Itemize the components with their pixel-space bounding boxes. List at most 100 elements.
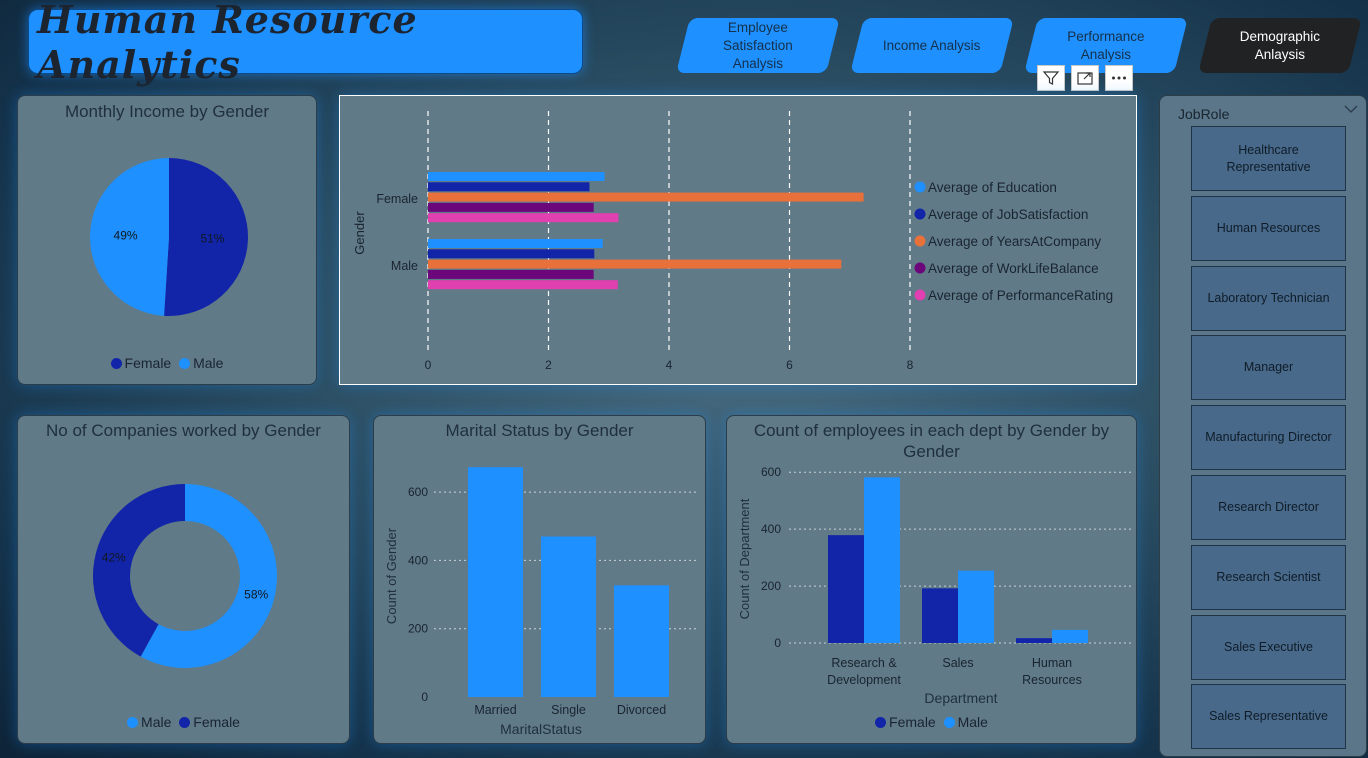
slicer-item-healthcare-representative[interactable]: Healthcare Representative: [1191, 126, 1346, 191]
bar-divorced[interactable]: [614, 585, 669, 697]
bar-male-average-of-education[interactable]: [428, 239, 603, 248]
pie-data-label: 51%: [200, 231, 224, 245]
legend-female: Female: [110, 355, 171, 371]
x-tick-label: Divorced: [617, 703, 666, 717]
bar-sales-male[interactable]: [958, 570, 994, 643]
chevron-down-icon[interactable]: [1344, 104, 1358, 114]
y-tick-label: Male: [391, 259, 418, 273]
bar-research-development-female[interactable]: [828, 535, 864, 643]
slicer-item-manager[interactable]: Manager: [1191, 335, 1346, 401]
income-pie-title: Monthly Income by Gender: [64, 102, 270, 121]
nav-label: Demographic Anlaysis: [1239, 28, 1321, 62]
legend-label: Average of WorkLifeBalance: [928, 261, 1099, 276]
bar-female-average-of-performancerating[interactable]: [428, 213, 619, 223]
y-tick-label: 400: [761, 522, 781, 536]
bar-human-resources-male[interactable]: [1052, 629, 1088, 643]
legend-female: Female: [875, 714, 936, 730]
dept-bar-title: Count of employees in each dept by Gende…: [753, 421, 1110, 461]
legend-male: Male: [127, 714, 171, 730]
bar-female-average-of-education[interactable]: [428, 172, 605, 181]
legend-label: Average of Education: [928, 180, 1057, 195]
visual-toolbar: [1037, 65, 1133, 91]
slicer-item-research-director[interactable]: Research Director: [1191, 475, 1346, 540]
bar-male-average-of-jobsatisfaction[interactable]: [428, 249, 595, 259]
slicer-item-human-resources[interactable]: Human Resources: [1191, 195, 1346, 261]
nav-label: Income Analysis: [883, 37, 981, 53]
slicer-item-sales-executive[interactable]: Sales Executive: [1191, 614, 1346, 680]
slicer-item-research-scientist[interactable]: Research Scientist: [1191, 544, 1346, 610]
legend-marker: [914, 289, 926, 301]
donut-data-label: 42%: [102, 551, 126, 565]
companies-donut-panel: No of Companies worked by Gender 58% 42% …: [17, 415, 350, 744]
nav-label: Performance Analysis: [1067, 28, 1145, 62]
income-pie-legend: Female Male: [18, 355, 316, 371]
companies-donut-chart: 58% 42%: [93, 484, 277, 668]
more-options-icon[interactable]: [1105, 65, 1133, 91]
legend-male: Male: [179, 355, 223, 371]
legend-male: Male: [943, 714, 988, 730]
income-pie-chart: 51% 49%: [89, 158, 248, 316]
pie-slice-female[interactable]: [164, 158, 248, 316]
focus-mode-icon[interactable]: [1071, 65, 1099, 91]
report-title: Human Resource Analytics: [37, 0, 418, 87]
x-tick-label: Sales: [942, 656, 973, 670]
bar-research-development-male[interactable]: [864, 477, 900, 643]
bar-human-resources-female[interactable]: [1016, 638, 1052, 643]
x-tick-label: Married: [474, 703, 516, 717]
nav-income-analysis-button[interactable]: Income Analysis: [850, 18, 1014, 73]
marital-bar-chart: 0 200 400 600 Married Single Divorced MaritalSt…: [384, 467, 699, 737]
slicer-item-laboratory-technician[interactable]: Laboratory Technician: [1191, 265, 1346, 331]
y-axis-title: Count of Department: [737, 498, 752, 619]
bar-single[interactable]: [541, 536, 596, 697]
x-axis-title: Department: [924, 690, 997, 706]
dept-bar-legend: Female Male: [727, 714, 1136, 730]
y-tick-label: 200: [761, 579, 781, 593]
y-tick-label: 200: [408, 622, 428, 636]
report-title-box: Human Resource Analytics: [28, 0, 583, 87]
pie-data-label: 49%: [114, 229, 138, 243]
slicer-item-sales-representative[interactable]: Sales Representative: [1191, 684, 1346, 750]
legend-marker: [914, 235, 926, 247]
averages-bar-chart: 0 2 4 6 8 Gender Female Male Average of Educatio…: [352, 111, 1113, 372]
donut-slice-male[interactable]: [140, 484, 277, 668]
x-tick-label: Research &: [831, 656, 897, 670]
dept-bar-panel: Count of employees in each dept by Gende…: [726, 415, 1137, 744]
jobrole-slicer: JobRole Healthcare Representative Human R…: [1159, 95, 1367, 757]
income-pie-panel: Monthly Income by Gender 51% 49% Female M…: [17, 95, 317, 385]
bar-male-average-of-yearsatcompany[interactable]: [428, 259, 842, 269]
bar-male-average-of-performancerating[interactable]: [428, 280, 618, 290]
bar-female-average-of-jobsatisfaction[interactable]: [428, 182, 590, 192]
legend-marker: [914, 262, 926, 274]
filter-icon[interactable]: [1037, 65, 1065, 91]
bar-female-average-of-worklifebalance[interactable]: [428, 202, 594, 212]
bar-male-average-of-worklifebalance[interactable]: [428, 269, 594, 279]
y-tick-label: 400: [408, 553, 428, 567]
companies-donut-legend: Male Female: [18, 714, 349, 730]
x-tick-label: 6: [786, 358, 793, 372]
y-tick-label: 0: [774, 636, 781, 650]
y-axis-title: Gender: [352, 211, 367, 255]
legend-label: Average of JobSatisfaction: [928, 207, 1088, 222]
bar-female-average-of-yearsatcompany[interactable]: [428, 192, 864, 202]
x-axis-title: MaritalStatus: [500, 721, 582, 737]
nav-label: Employee Satisfaction Analysis: [723, 19, 793, 71]
legend-marker: [914, 208, 926, 220]
donut-data-label: 58%: [244, 587, 268, 601]
bar-married[interactable]: [468, 467, 523, 697]
slicer-item-manufacturing-director[interactable]: Manufacturing Director: [1191, 405, 1346, 471]
marital-bar-panel: Marital Status by Gender 0 200 400 600 Marri…: [373, 415, 706, 744]
x-tick-label: Development: [827, 673, 901, 687]
nav-employee-satisfaction-button[interactable]: Employee Satisfaction Analysis: [676, 18, 840, 73]
nav-demographic-analysis-button[interactable]: Demographic Anlaysis: [1198, 18, 1362, 73]
x-tick-label: 4: [666, 358, 673, 372]
legend-female: Female: [179, 714, 240, 730]
x-tick-label: 0: [425, 358, 432, 372]
y-tick-label: 600: [761, 465, 781, 479]
y-tick-label: Female: [376, 192, 418, 206]
legend-label: Average of YearsAtCompany: [928, 234, 1101, 249]
pie-slice-male[interactable]: [89, 158, 169, 316]
donut-slice-female[interactable]: [93, 484, 185, 657]
y-axis-title: Count of Gender: [384, 527, 399, 624]
bar-sales-female[interactable]: [922, 588, 958, 643]
y-tick-label: 600: [408, 485, 428, 499]
